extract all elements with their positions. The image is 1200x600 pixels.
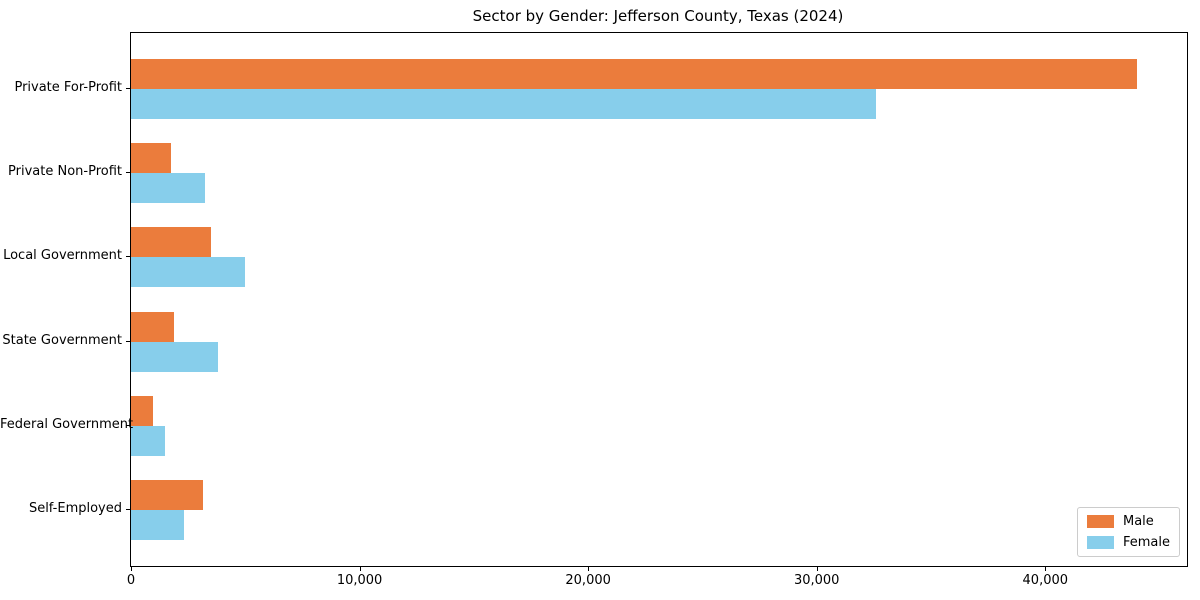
y-label-federal-government: Federal Government (0, 416, 134, 432)
x-tick-label-10-000: 10,000 (336, 573, 383, 588)
x-tick-label-30-000: 30,000 (793, 573, 840, 588)
y-label-state-government: State Government (2, 332, 122, 348)
x-tick-label-40-000: 40,000 (1022, 573, 1069, 588)
legend-swatch-male (1086, 515, 1114, 528)
y-tick-mark (126, 424, 130, 426)
bar-male-private-non-profit (131, 143, 171, 174)
bar-male-private-for-profit (131, 59, 1137, 89)
x-tick-mark (816, 567, 818, 571)
y-label-private-for-profit: Private For-Profit (14, 80, 122, 95)
y-tick-mark (126, 509, 130, 510)
y-label-self-employed: Self-Employed (28, 501, 122, 516)
x-tick-label-20-000: 20,000 (565, 573, 611, 588)
y-label-local-government: Local Government (3, 248, 122, 264)
x-tick-label-0: 0 (126, 573, 136, 588)
legend-entry-male: Male (1086, 514, 1170, 529)
bar-female-federal-government (131, 425, 166, 456)
x-tick-mark (359, 567, 361, 571)
y-tick-mark (126, 256, 130, 258)
bar-female-local-government (131, 257, 246, 288)
legend-label-male: Male (1122, 514, 1154, 529)
bar-female-self-employed (131, 510, 184, 540)
bar-female-private-non-profit (131, 173, 206, 204)
legend: Male Female (1076, 507, 1180, 557)
y-tick-mark (126, 88, 130, 89)
legend-swatch-female (1086, 536, 1114, 549)
bar-male-state-government (131, 311, 175, 342)
legend-label-female: Female (1122, 535, 1170, 550)
chart-title: Sector by Gender: Jefferson County, Texa… (472, 7, 844, 25)
x-tick-mark (131, 567, 132, 571)
x-tick-mark (1045, 567, 1047, 571)
bar-male-federal-government (131, 395, 153, 426)
legend-entry-female: Female (1086, 535, 1170, 550)
bar-female-private-for-profit (131, 89, 877, 119)
bar-male-self-employed (131, 480, 203, 510)
y-tick-mark (126, 172, 130, 174)
bar-female-state-government (131, 341, 218, 372)
y-label-private-non-profit: Private Non-Profit (8, 164, 122, 180)
x-tick-mark (588, 567, 590, 571)
y-tick-mark (126, 340, 130, 342)
bar-male-local-government (131, 227, 211, 258)
plot-area: Male Female (130, 32, 1188, 567)
